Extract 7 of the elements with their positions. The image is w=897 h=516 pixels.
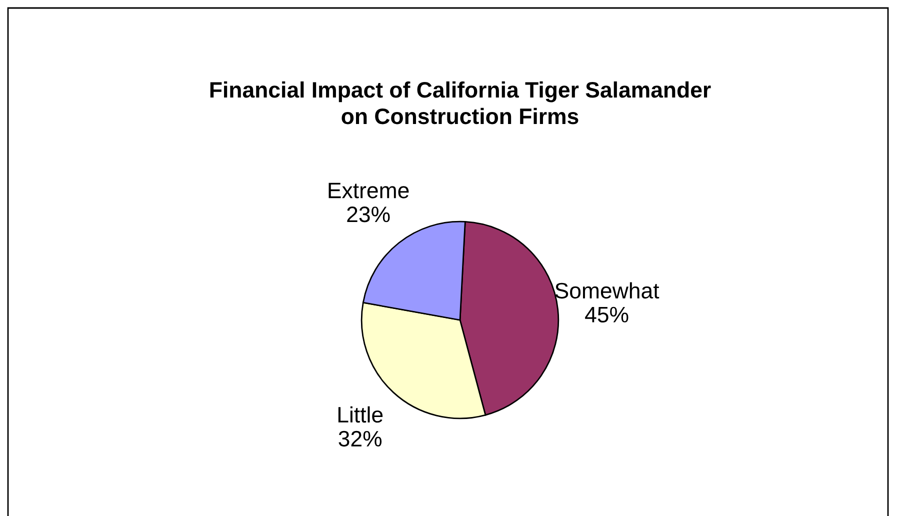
slice-label: Extreme <box>328 182 409 198</box>
data-label: 23% <box>347 206 390 222</box>
chart-title: Financial Impact of California Tiger Salamander on Construction Firms <box>210 81 711 124</box>
data-label: 32% <box>338 430 382 447</box>
data-label: 45% <box>585 306 628 323</box>
slice-label: Little <box>338 406 383 423</box>
slice-label: Somewhat <box>555 282 660 299</box>
